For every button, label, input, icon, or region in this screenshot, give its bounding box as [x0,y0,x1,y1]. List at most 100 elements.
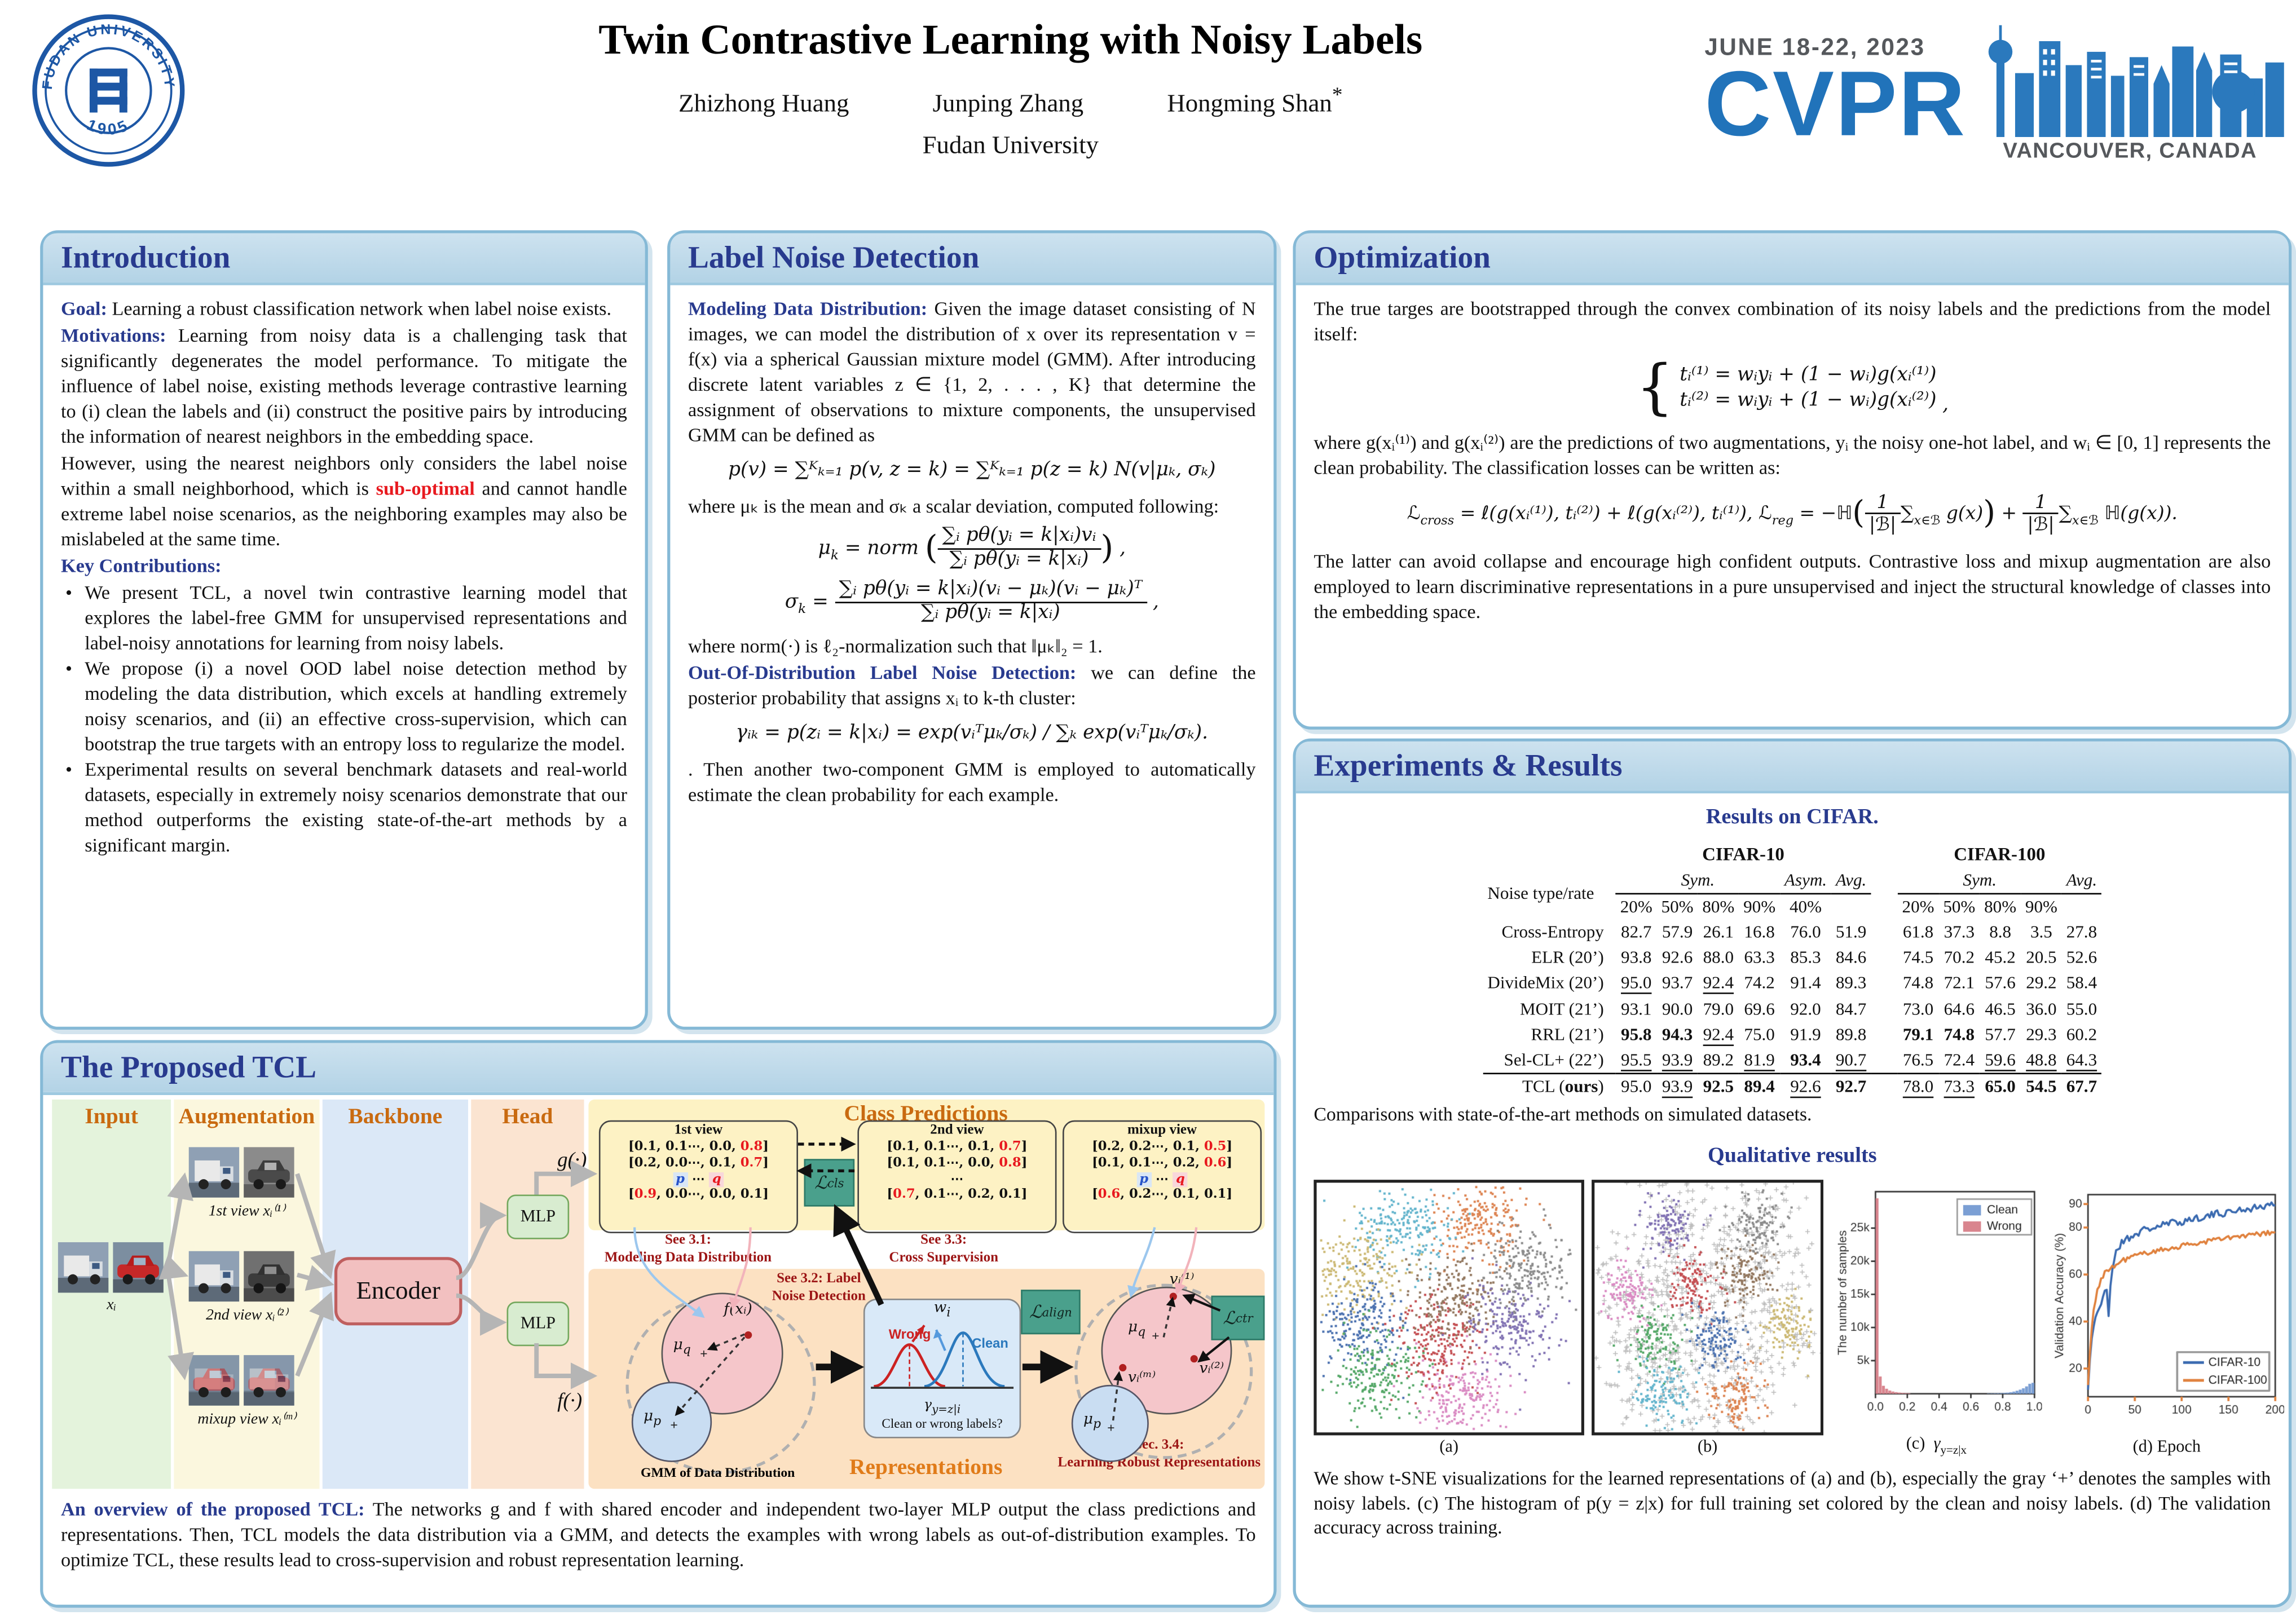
panel-a-label: (a) [1439,1437,1458,1456]
mu-p-label-left: μp [643,1408,662,1428]
head-label: Head [502,1105,553,1129]
augmentation-label: Augmentation [178,1105,315,1129]
panel-experiments-results: Experiments & Results Results on CIFAR. … [1293,738,2292,1608]
panel-c-label: (c) γy=z|x [1906,1435,1967,1457]
optimization-p2: where g(xᵢ⁽¹⁾) and g(xᵢ⁽²⁾) are the pred… [1314,431,2271,479]
class-predictions-label: Class Predictions [844,1102,1008,1127]
author-2: Junping Zhang [932,89,1084,117]
mu-q-plus-right: + [1152,1328,1160,1344]
tsne-scatter-b [1592,1179,1824,1435]
key-contributions-heading: Key Contributions: [61,554,222,577]
input-label: Input [85,1105,138,1129]
contribution-item: We propose (i) a novel OOD label noise d… [65,656,627,757]
tcl-caption: An overview of the proposed TCL: The net… [61,1498,1256,1572]
tsne-panel-b: (b) [1592,1179,1824,1459]
fudan-year: 1905 [85,116,130,138]
accuracy-panel-d: (d) Epoch [2049,1182,2284,1459]
pred-box-mixup: mixup view [0.2, 0.2⋯, 0.1, 0.5] [0.1, 0… [1063,1120,1262,1234]
repr-blue-cluster [1071,1384,1149,1462]
validation-accuracy-chart [2049,1182,2284,1435]
diagram-arrows [158,1136,1230,1421]
encoder-box: Encoder [334,1257,462,1326]
repr-dashed-circle [1074,1283,1253,1459]
poster-title: Twin Contrastive Learning with Noisy Lab… [598,17,1423,64]
proposed-tcl-heading: The Proposed TCL [61,1049,317,1085]
histogram-panel-c: (c) γy=z|x [1831,1180,2042,1459]
sec-33-label: See 3.3: Cross Supervision [889,1233,999,1265]
cvpr-location: VANCOUVER, CANADA [2003,139,2257,164]
ood-paragraph: Out-Of-Distribution Label Noise Detectio… [688,661,1256,709]
sec-32-label: See 3.2: Label Noise Detection [772,1272,866,1304]
gmm-blue-cluster [631,1382,712,1462]
gamma-histogram [1831,1180,2042,1433]
clean-or-wrong-text: Clean or wrong labels? [882,1415,1003,1431]
goal-paragraph: Goal: Learning a robust classification n… [61,297,612,320]
table-caption: Comparisons with state-of-the-art method… [1314,1104,1812,1125]
xi-label: xᵢ [107,1297,116,1314]
backbone-label: Backbone [348,1105,443,1129]
panel-d-label: (d) Epoch [2132,1437,2201,1456]
loss-equation: ℒcross = ℓ(g(xᵢ⁽¹⁾), tᵢ⁽²⁾) + ℓ(g(xᵢ⁽²⁾)… [1407,490,2178,536]
svg-text:1905: 1905 [85,116,133,138]
gmm-equation: p(v) = ∑ᴷₖ₌₁ p(v, z = k) = ∑ᴷₖ₌₁ p(z = k… [728,459,1216,482]
modeling-paragraph: Modeling Data Distribution: Given the im… [688,297,1256,446]
panel-label-noise-detection: Label Noise Detection Modeling Data Dist… [667,230,1277,1030]
qualitative-figure-row: (a) (b) (c) γy=z|x (d) Epoch [1314,1179,2284,1459]
optimization-heading: Optimization [1314,239,1491,275]
v2-label: vᵢ⁽²⁾ [1199,1361,1224,1378]
mixup-view-label: mixup view xᵢ⁽ᵐ⁾ [197,1411,296,1428]
panel-b-label: (b) [1697,1437,1718,1456]
tsne-scatter-a [1314,1179,1584,1435]
optimization-p1: The true targes are bootstrapped through… [1314,297,2271,345]
mu-equation: μk = norm (∑ᵢ pθ(yᵢ = k|xᵢ)vᵢ ∑ᵢ pθ(yᵢ = … [818,524,1126,571]
introduction-heading: Introduction [61,239,231,275]
author-3: Hongming Shan* [1167,83,1343,117]
contribution-item: Experimental results on several benchmar… [65,757,627,858]
fudan-university-logo: FUDAN UNIVERSITY 1905 [32,14,185,167]
vm-label: vᵢ⁽ᵐ⁾ [1127,1370,1156,1387]
experiments-results-heading: Experiments & Results [1314,747,1623,783]
svg-text:Clean: Clean [972,1336,1008,1351]
authors-line: Zhizhong Huang Junping Zhang Hongming Sh… [416,83,1605,118]
input-band [52,1099,171,1489]
cvpr-wordmark: CVPR [1704,53,1967,156]
panel-introduction: Introduction Goal: Learning a robust cla… [40,230,648,1030]
vm-point [1119,1363,1127,1372]
where-paragraph: where μₖ is the mean and σₖ a scalar dev… [688,495,1219,518]
author-1: Zhizhong Huang [678,89,849,117]
f-function-label: f(·) [557,1391,583,1413]
tcl-architecture-diagram: Input Augmentation Backbone Head Class P… [52,1099,1265,1489]
mlp-box-top: MLP [506,1194,570,1239]
affiliation: Fudan University [922,130,1099,159]
cvpr-dates: JUNE 18-22, 2023 [1704,36,1925,61]
gamma-equation: γᵢₖ = p(zᵢ = k|xᵢ) = exp(vᵢᵀμₖ/σₖ) ∕ ∑ₖ … [735,722,1209,744]
svg-text:Wrong: Wrong [889,1327,931,1342]
view2-label: 2nd view xᵢ⁽²⁾ [206,1307,288,1324]
qualitative-caption: We show t-SNE visualizations for the lea… [1314,1467,2271,1538]
contribution-item: We present TCL, a novel twin contrastive… [65,580,627,656]
sigma-equation: σk = ∑ᵢ pθ(yᵢ = k|xᵢ)(vᵢ − μₖ)(vᵢ − μₖ)ᵀ… [785,578,1159,624]
v2-point [1190,1355,1198,1363]
head-band [471,1099,584,1489]
gmm-caption: GMM of Data Distribution [641,1465,795,1480]
results-table: CIFAR-10 CIFAR-100 Noise type/rate Sym. Asym… [1483,841,2102,1100]
fxi-point [744,1331,752,1339]
norm-note: where norm(·) is ℓ₂-normalization such t… [688,634,1103,657]
representations-label: Representations [849,1456,1003,1480]
gmm-tail-paragraph: . Then another two-component GMM is empl… [688,757,1256,806]
mu-q-label-right: μq [1127,1319,1146,1339]
results-on-cifar-title: Results on CIFAR. [1706,805,1879,829]
tsne-panel-a: (a) [1314,1179,1584,1459]
cvpr-logo-block: JUNE 18-22, 2023 CVPR [1704,12,2285,164]
label-noise-detection-heading: Label Noise Detection [688,239,980,275]
mu-p-label-right: μp [1083,1411,1101,1431]
clean-wrong-box: wi Wrong Clean γy=z|i Clean or wrong lab… [863,1298,1021,1438]
sec-31-label: See 3.1: Modeling Data Distribution [604,1233,772,1265]
view1-label: 1st view xᵢ⁽¹⁾ [208,1203,285,1220]
poster-title-block: Twin Contrastive Learning with Noisy Lab… [416,18,1605,160]
clean-wrong-gaussians: Wrong Clean [871,1325,1014,1389]
